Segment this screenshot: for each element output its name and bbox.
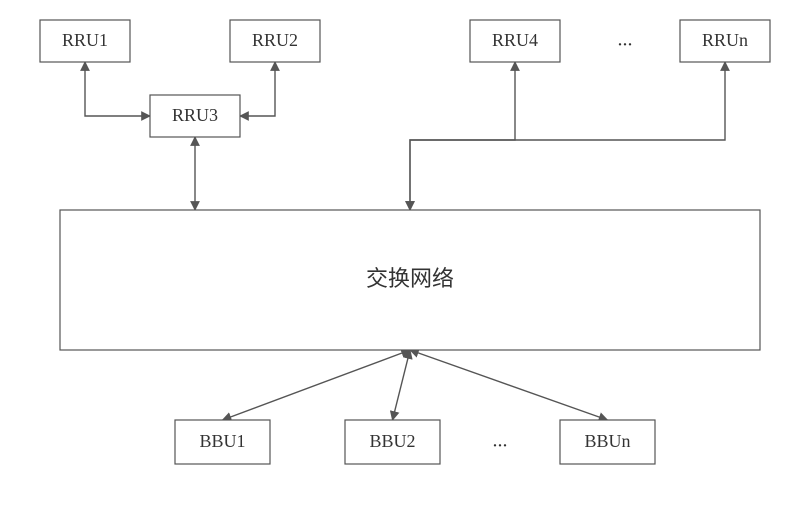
node-label-rrun: RRUn bbox=[702, 30, 748, 50]
node-label-bbu2: BBU2 bbox=[369, 431, 415, 451]
edge-swnet-bbun bbox=[410, 350, 608, 420]
ellipsis-1: ... bbox=[493, 430, 508, 452]
node-label-rru4: RRU4 bbox=[492, 30, 538, 50]
edge-rru3-rru1 bbox=[85, 62, 150, 116]
edge-swnet-rrun bbox=[410, 62, 725, 210]
node-label-rru2: RRU2 bbox=[252, 30, 298, 50]
nodes-layer bbox=[40, 20, 770, 464]
diagram-canvas: RRU1 RRU2 RRU4 RRUn RRU3 交换网络 BBU1 BBU2 BBUn....… bbox=[0, 0, 800, 506]
node-label-rru1: RRU1 bbox=[62, 30, 108, 50]
node-label-rru3: RRU3 bbox=[172, 105, 218, 125]
edge-swnet-bbu1 bbox=[223, 350, 411, 420]
edge-rru3-rru2 bbox=[240, 62, 275, 116]
edge-swnet-rru4 bbox=[410, 62, 515, 210]
node-label-swnet: 交换网络 bbox=[366, 266, 454, 291]
node-label-bbu1: BBU1 bbox=[199, 431, 245, 451]
node-label-bbun: BBUn bbox=[584, 431, 630, 451]
ellipsis-0: ... bbox=[618, 29, 633, 51]
edge-swnet-bbu2 bbox=[393, 350, 411, 420]
